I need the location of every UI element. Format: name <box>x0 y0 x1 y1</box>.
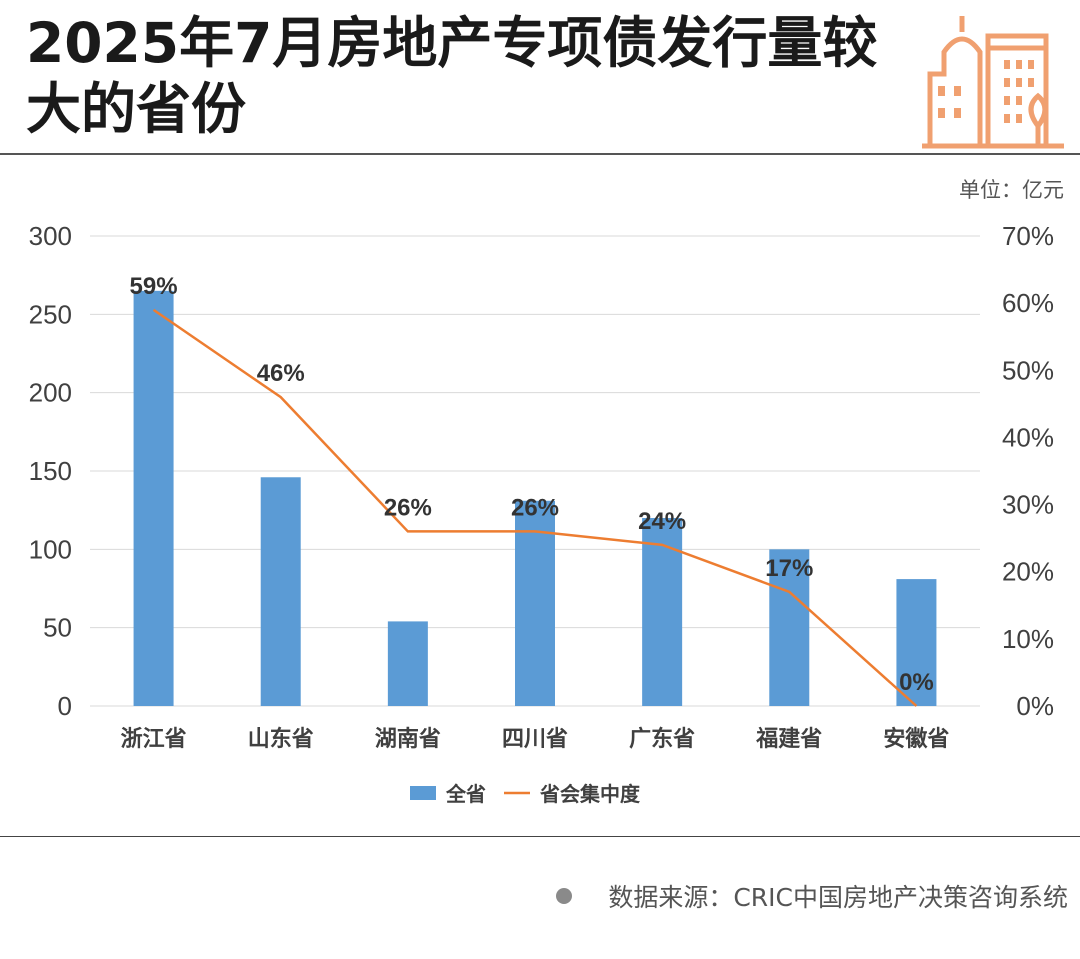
left-axis-tick-label: 0 <box>58 691 72 721</box>
source-note: 数据来源：CRIC中国房地产决策咨询系统 <box>556 878 1068 914</box>
left-axis-tick-label: 50 <box>43 613 72 643</box>
bar <box>642 518 683 706</box>
data-label: 24% <box>638 508 686 535</box>
right-axis-tick-label: 40% <box>1002 422 1054 452</box>
bar <box>515 500 555 706</box>
title-divider <box>0 153 1080 155</box>
page-title: 2025年7月房地产专项债发行量较大的省份 <box>26 11 878 141</box>
bar <box>387 621 428 706</box>
x-axis-tick-label: 安徽省 <box>883 726 949 752</box>
right-axis-tick-label: 50% <box>1002 355 1054 385</box>
right-axis-tick-label: 20% <box>1002 557 1054 587</box>
left-axis-tick-label: 100 <box>29 534 72 564</box>
bullet-icon <box>556 888 573 904</box>
x-axis-tick-label: 福建省 <box>755 727 822 752</box>
unit-label: 单位：亿元 <box>959 178 1064 202</box>
bar <box>769 549 810 706</box>
x-axis-tick-label: 湖南省 <box>375 727 441 752</box>
left-axis-tick-label: 250 <box>29 299 72 329</box>
x-axis-tick-label: 浙江省 <box>121 727 187 752</box>
concentration-line <box>152 308 918 707</box>
right-axis-tick-label: 0% <box>1016 691 1054 721</box>
bar <box>133 290 174 706</box>
right-axis-tick-label: 30% <box>1002 490 1054 520</box>
chart-area: 0 50 100 150 200 250 300 0% 10% 20% 30% 40% 50% 60% 70… <box>29 221 1054 806</box>
source-text: 数据来源：CRIC中国房地产决策咨询系统 <box>608 883 1068 912</box>
data-label: 17% <box>765 555 813 582</box>
right-axis-tick-label: 60% <box>1002 288 1054 318</box>
x-axis-tick-label: 山东省 <box>248 726 314 752</box>
data-label: 26% <box>384 494 432 521</box>
bar <box>896 579 937 706</box>
bar <box>260 477 301 706</box>
left-axis-tick-label: 200 <box>29 378 72 408</box>
data-label: 46% <box>257 360 305 387</box>
left-axis-tick-label: 300 <box>29 221 72 251</box>
left-axis-tick-label: 150 <box>29 456 72 486</box>
data-label: 59% <box>130 273 178 300</box>
right-axis-tick-label: 10% <box>1002 624 1054 654</box>
legend-swatch-bar <box>410 786 436 800</box>
data-label: 0% <box>899 669 934 696</box>
footer-divider <box>0 836 1080 837</box>
legend-label: 全省 <box>445 782 486 806</box>
x-axis-tick-label: 广东省 <box>629 726 695 752</box>
legend-label: 省会集中度 <box>539 782 641 806</box>
right-axis-tick-label: 70% <box>1002 221 1054 251</box>
x-axis-tick-label: 四川省 <box>502 727 568 752</box>
building-icon <box>922 16 1064 149</box>
data-label: 26% <box>511 494 559 521</box>
